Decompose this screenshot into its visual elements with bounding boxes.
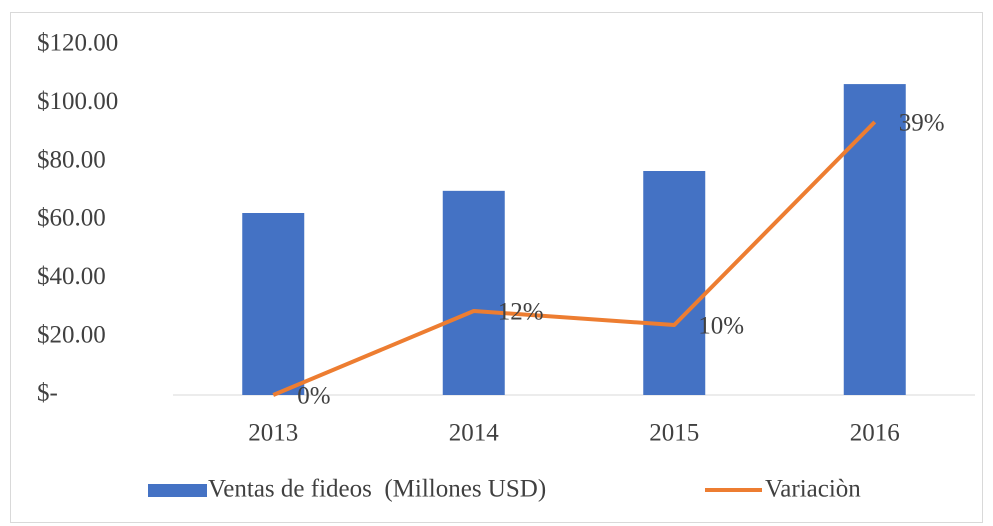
- data-label: 0%: [297, 383, 330, 410]
- y-tick-label: $20.00: [37, 321, 106, 348]
- legend-label: Variaciòn: [765, 476, 861, 503]
- legend-label: Ventas de fideos (Millones USD): [208, 476, 546, 503]
- legend-swatch: [148, 484, 207, 497]
- line: [272, 120, 877, 397]
- x-tick-label: 2013: [248, 420, 298, 447]
- bar: [643, 171, 706, 395]
- bar: [242, 213, 305, 395]
- y-tick-label: $100.00: [37, 88, 118, 115]
- x-tick-label: 2014: [449, 420, 500, 447]
- x-tick-label: 2015: [649, 420, 699, 447]
- y-tick-label: $60.00: [37, 205, 106, 232]
- y-tick-label: $40.00: [37, 263, 106, 290]
- bar: [442, 190, 505, 395]
- data-label: 39%: [899, 110, 945, 137]
- data-label: 10%: [698, 313, 744, 340]
- bar: [843, 84, 906, 395]
- y-tick-label: $120.00: [37, 30, 118, 57]
- data-label: 12%: [498, 299, 544, 326]
- y-tick-label: $-: [37, 380, 58, 407]
- y-tick-label: $80.00: [37, 146, 106, 173]
- x-tick-label: 2016: [850, 420, 900, 447]
